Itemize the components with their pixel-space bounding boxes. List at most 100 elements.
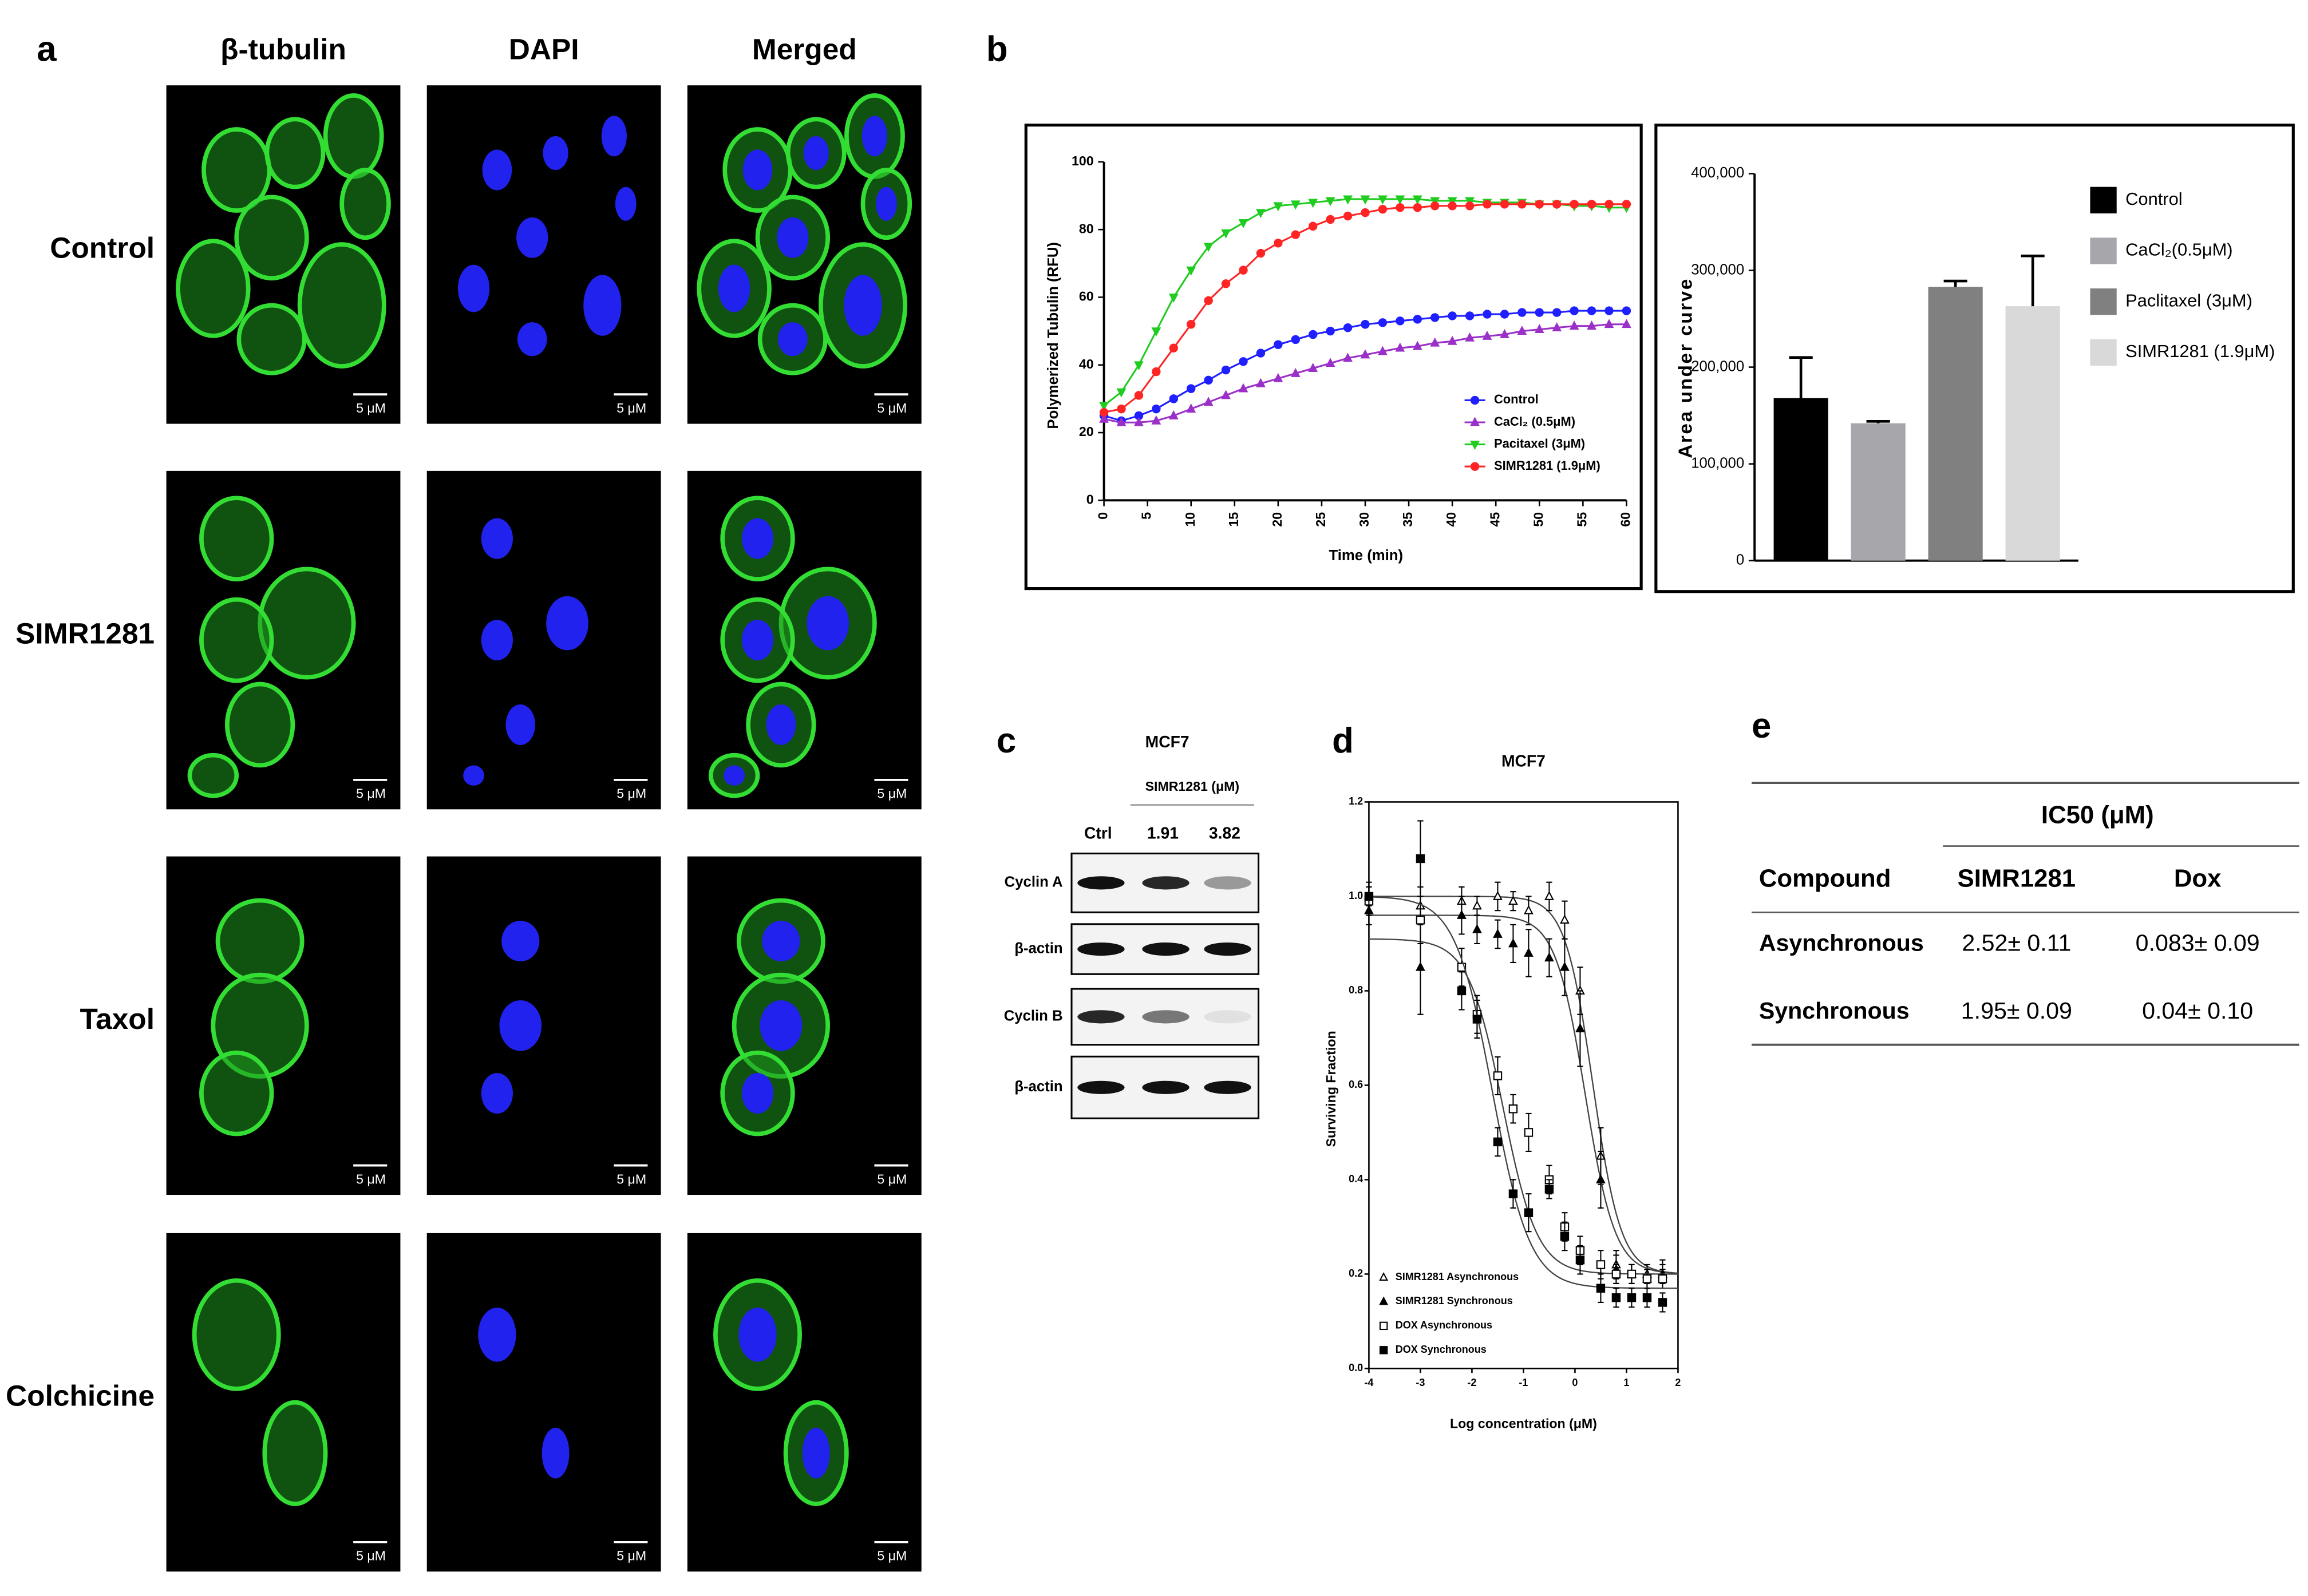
marker [1642, 1274, 1652, 1284]
marker [1447, 335, 1457, 345]
marker [1544, 1185, 1554, 1194]
nucleus [615, 187, 637, 221]
nucleus [546, 596, 588, 651]
marker [1448, 201, 1457, 211]
legend-swatch [2090, 237, 2117, 264]
legend-label: Pacitaxel (3μM) [1494, 436, 1585, 450]
panel-label: c [997, 721, 1016, 761]
marker [1493, 1137, 1503, 1147]
scale-bar-label: 5 μM [877, 401, 907, 415]
marker [1508, 1104, 1518, 1114]
marker [1395, 342, 1405, 352]
legend-label: SIMR1281 Asynchronous [1396, 1271, 1519, 1282]
nucleus [807, 596, 849, 651]
marker [1396, 203, 1405, 212]
legend-label: CaCl₂ (0.5μM) [1494, 414, 1575, 429]
column-header: Compound [1759, 864, 1891, 892]
marker [1152, 367, 1161, 377]
nucleus [760, 1000, 803, 1051]
marker [1152, 404, 1161, 414]
marker [1291, 230, 1301, 239]
marker [1622, 319, 1631, 328]
marker [1596, 1284, 1606, 1293]
marker [1430, 197, 1440, 207]
chart-title: MCF7 [1501, 751, 1546, 770]
band [1204, 1080, 1251, 1094]
x-tick-label: 0 [1572, 1377, 1578, 1388]
nucleus [501, 920, 540, 961]
band [1077, 1080, 1125, 1094]
nucleus [738, 1307, 777, 1362]
marker [1361, 320, 1370, 329]
nucleus [741, 620, 774, 661]
y-tick-label: 1.0 [1349, 890, 1363, 901]
scale-bar-label: 5 μM [877, 1171, 907, 1186]
marker [1642, 1293, 1652, 1302]
scale-bar-label: 5 μM [356, 401, 386, 415]
group-header: IC50 (μM) [2041, 801, 2154, 829]
cell-tubulin [225, 682, 295, 768]
column-header: DAPI [509, 33, 579, 66]
series-line [1104, 203, 1627, 414]
nucleus [481, 620, 513, 661]
y-tick-label: 60 [1079, 289, 1094, 304]
micrograph [426, 1233, 661, 1572]
marker [1396, 316, 1405, 326]
marker [1658, 1274, 1667, 1284]
x-tick-label: 20 [1270, 512, 1285, 527]
x-tick-label: 35 [1400, 512, 1415, 527]
nucleus [482, 149, 512, 191]
legend-label: SIMR1281 (1.9μM) [2125, 341, 2275, 361]
cell-tubulin [176, 239, 251, 338]
y-tick-label: 0.8 [1349, 984, 1363, 996]
marker [1325, 358, 1335, 367]
x-tick-label: 25 [1313, 512, 1328, 527]
marker [1291, 335, 1301, 344]
marker [1204, 375, 1213, 385]
x-tick-label: 5 [1139, 512, 1154, 520]
bar [1928, 287, 1983, 561]
cell-tubulin [215, 898, 305, 984]
marker [1360, 349, 1370, 359]
x-tick-label: 50 [1531, 512, 1546, 527]
marker [1658, 1298, 1667, 1307]
lane-label: Ctrl [1084, 823, 1112, 842]
marker [1379, 1346, 1388, 1355]
legend-label: SIMR1281 Synchronous [1396, 1295, 1513, 1306]
y-tick-label: 0 [1736, 552, 1744, 568]
marker [1508, 1189, 1518, 1198]
marker [1221, 279, 1231, 288]
lane-label: 1.91 [1147, 823, 1179, 842]
marker [1493, 1071, 1503, 1080]
legend-label: DOX Synchronous [1396, 1344, 1487, 1355]
y-tick-label: 0.4 [1349, 1173, 1363, 1185]
marker [1627, 1293, 1637, 1302]
marker [1325, 197, 1335, 207]
marker [1256, 378, 1266, 387]
marker [1169, 394, 1179, 403]
marker [1470, 462, 1480, 471]
cell-tubulin [236, 303, 307, 375]
nucleus [481, 1073, 513, 1114]
marker [1099, 402, 1109, 411]
cell-tubulin [323, 93, 384, 179]
x-tick-label: 0 [1096, 512, 1110, 520]
y-tick-label: 400,000 [1691, 165, 1744, 181]
marker [1273, 373, 1283, 382]
marker [1552, 200, 1562, 209]
marker [1256, 209, 1266, 219]
column-header: SIMR1281 [1958, 864, 2076, 892]
y-tick-label: 0.0 [1349, 1362, 1363, 1373]
legend-swatch [2090, 288, 2117, 315]
x-tick-label: 30 [1357, 512, 1372, 527]
marker [1544, 952, 1554, 962]
nucleus [741, 518, 774, 559]
scale-bar-label: 5 μM [616, 1171, 646, 1186]
marker [1274, 340, 1283, 349]
marker [1309, 221, 1318, 231]
nucleus [802, 1427, 830, 1479]
blot-row-label: β-actin [1014, 1079, 1062, 1095]
marker [1493, 928, 1503, 938]
x-tick-label: -1 [1519, 1377, 1528, 1388]
